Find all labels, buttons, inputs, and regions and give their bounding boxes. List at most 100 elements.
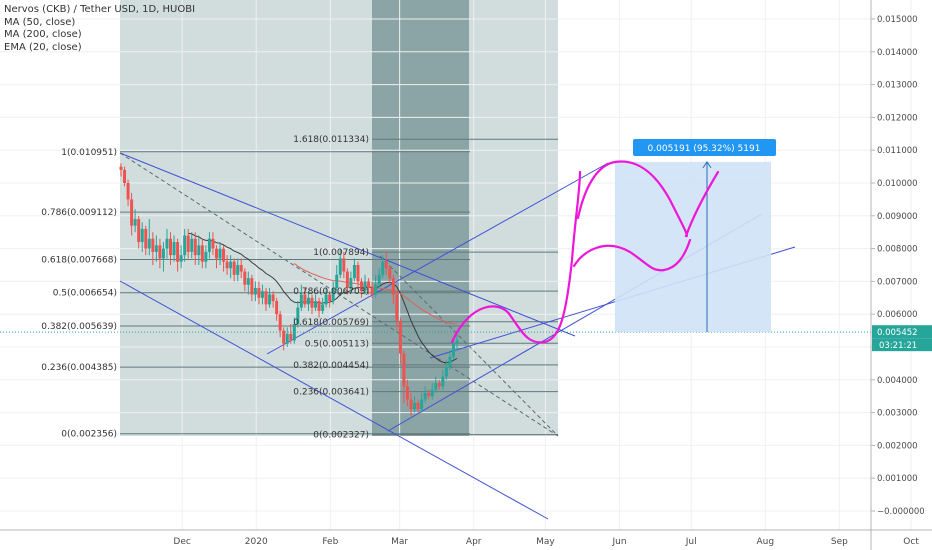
candle-body — [246, 278, 250, 285]
candle — [335, 265, 339, 292]
candle — [444, 360, 448, 380]
candle — [427, 389, 431, 400]
candle-body — [356, 265, 360, 282]
candle — [275, 297, 279, 321]
candle-body — [321, 304, 325, 311]
candle-body — [303, 294, 307, 305]
candle-body — [328, 294, 332, 302]
candle-body — [268, 294, 272, 305]
x-tick-label: May — [536, 537, 555, 547]
fib-left-label: 0.786(0.009112) — [41, 208, 117, 218]
candle — [381, 255, 385, 279]
candle — [253, 281, 257, 302]
candle-body — [285, 333, 289, 344]
candle-body — [360, 281, 364, 292]
candle — [147, 219, 151, 256]
trend-line — [119, 280, 549, 520]
candle — [123, 166, 127, 187]
measure-label: 0.005191 (95.32%) 5191 — [648, 144, 761, 154]
measure-box — [615, 161, 771, 333]
candle-body — [161, 248, 165, 259]
legend-study-ma50: MA (50, close) — [4, 16, 76, 28]
y-tick-label: 0.001000 — [877, 474, 918, 484]
candle — [126, 179, 130, 206]
candle — [190, 232, 194, 259]
candle-body — [158, 245, 162, 259]
candle-body — [423, 392, 427, 400]
candle-body — [398, 320, 402, 354]
candle — [398, 317, 402, 364]
candle — [405, 379, 409, 407]
candle-body — [137, 219, 141, 243]
candle-body — [211, 238, 215, 249]
candle-body — [388, 268, 392, 279]
fib-right-label: 0.5(0.005113) — [305, 339, 369, 349]
x-tick-label: Sep — [831, 537, 848, 547]
x-tick-label: 2020 — [245, 537, 268, 547]
fib-left-label: 1(0.010951) — [61, 148, 117, 158]
fib-right-label: 0.618(0.005769) — [293, 318, 369, 328]
candle-body — [306, 297, 310, 305]
candle — [144, 225, 148, 256]
candle — [165, 228, 169, 259]
y-tick-label: 0.008000 — [877, 245, 918, 255]
candle-body — [317, 301, 321, 311]
measure-arrow-head — [702, 161, 712, 169]
x-tick-label: Jul — [685, 537, 697, 547]
candle — [441, 369, 445, 390]
candle-body — [169, 238, 173, 256]
y-tick-label: 0.014000 — [877, 48, 918, 58]
candle-body — [229, 261, 233, 269]
candle-body — [338, 258, 342, 275]
candle — [331, 281, 335, 305]
y-tick-label: 0.010000 — [877, 179, 918, 189]
candle-body — [299, 294, 303, 308]
candle — [328, 291, 332, 308]
candle-body — [427, 392, 431, 397]
price-tag-value: 0.005452 — [877, 328, 918, 338]
candle-body — [405, 386, 409, 400]
fib-right-label: 1(0.007894) — [313, 248, 369, 258]
candle-body — [197, 245, 201, 256]
candle-body — [176, 242, 180, 262]
candle — [384, 251, 388, 275]
candle-body — [207, 238, 211, 252]
trend-line — [119, 152, 576, 337]
chart-legend: Nervos (CKB) / Tether USD, 1D, HUOBI MA … — [4, 4, 195, 54]
candle — [211, 232, 215, 256]
x-tick-label: Jun — [611, 537, 626, 547]
candle-body — [314, 301, 318, 308]
y-tick-label: −0.000000 — [877, 507, 925, 517]
candle-body — [441, 376, 445, 387]
candle — [183, 228, 187, 262]
y-tick-label: 0.015000 — [877, 15, 918, 25]
candle — [246, 271, 250, 295]
candle-body — [147, 238, 151, 249]
fib-left-label: 0.618(0.007668) — [41, 255, 117, 265]
candle — [154, 235, 158, 262]
candle — [289, 324, 293, 344]
candle-body — [190, 238, 194, 252]
candle-body — [257, 287, 261, 298]
candle — [264, 287, 268, 311]
candle-body — [172, 242, 176, 256]
forecast-drawing — [450, 160, 720, 344]
candle — [260, 284, 264, 305]
candle-body — [310, 297, 314, 308]
candle — [310, 294, 314, 315]
candle — [374, 274, 378, 298]
candle — [360, 278, 364, 298]
candle — [278, 310, 282, 338]
candle — [207, 232, 211, 259]
candle-body — [384, 261, 388, 269]
candle-body — [342, 258, 346, 272]
candle — [342, 251, 346, 279]
candle-body — [335, 274, 339, 288]
candle — [137, 215, 141, 249]
candle-body — [154, 245, 158, 252]
candle — [179, 245, 183, 269]
candle-body — [200, 245, 204, 262]
candle-body — [416, 402, 420, 410]
candle-body — [352, 265, 356, 279]
